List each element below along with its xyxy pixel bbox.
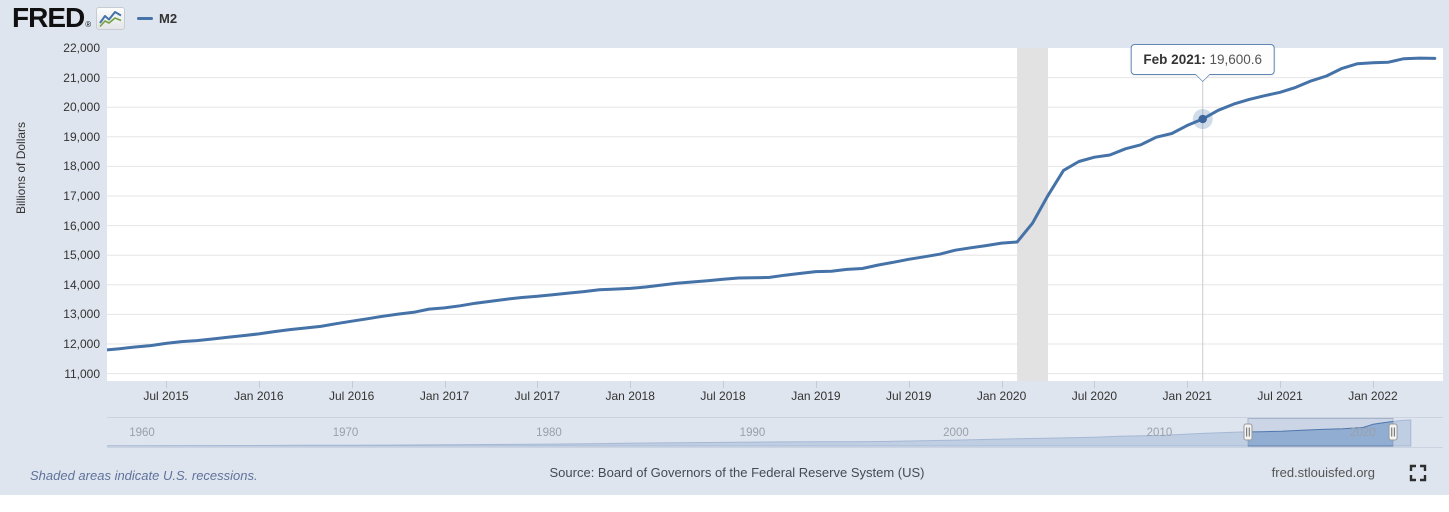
recession-band	[1017, 48, 1049, 381]
navigator-svg	[106, 418, 1443, 447]
x-axis-tick-label: Jan 2019	[791, 389, 841, 403]
x-axis-tick-mark	[444, 381, 446, 388]
range-navigator[interactable]: 1960 1970 1980 1990 2000 2010 2020	[106, 417, 1443, 448]
x-axis-tick-mark	[1280, 381, 1282, 388]
fred-logo-text: FRED	[12, 2, 85, 33]
registered-mark: ®	[85, 20, 92, 29]
x-axis-tick-label: Jul 2015	[143, 389, 189, 403]
x-axis-tick-label: Jan 2021	[1162, 389, 1212, 403]
x-axis-tick-mark	[166, 381, 167, 388]
legend-line-sample	[137, 17, 153, 20]
navigator-year-label: 1960	[129, 427, 155, 439]
y-axis-tick-label: 19,000	[63, 129, 100, 144]
y-axis-tick-label: 17,000	[63, 189, 100, 203]
x-axis-tick-mark	[815, 381, 817, 388]
y-axis-tick-label: 11,000	[64, 366, 100, 381]
navigator-handle-right[interactable]	[1388, 423, 1398, 441]
m2-series-line	[107, 56, 1437, 352]
navigator-year-label: 1970	[332, 427, 359, 439]
y-axis-tick-label: 16,000	[63, 218, 100, 233]
navigator-year-label: 1990	[739, 427, 766, 439]
legend-label: M2	[159, 11, 178, 26]
x-axis-tick-label: Jul 2019	[886, 389, 932, 403]
fred-logo[interactable]: FRED ®	[12, 2, 92, 33]
x-axis-tick-mark	[1001, 381, 1003, 388]
y-axis-tick-label: 12,000	[63, 337, 100, 351]
navigator-year-label: 1980	[536, 427, 562, 439]
x-axis-tick-mark	[630, 381, 632, 388]
x-axis-tick-label: Jul 2021	[1257, 389, 1303, 403]
y-axis-tick-label: 14,000	[63, 277, 100, 292]
source-attribution: Source: Board of Governors of the Federa…	[549, 465, 925, 480]
x-axis-tick-label: Jul 2017	[514, 389, 561, 403]
x-axis-tick-mark	[1187, 381, 1189, 388]
x-axis-tick-mark	[1094, 381, 1096, 388]
y-axis-tick-label: 22,000	[63, 41, 100, 55]
navigator-year-label: 2020	[1350, 427, 1376, 439]
x-axis-tick-mark	[908, 381, 910, 388]
navigator-mask-right	[1393, 418, 1443, 447]
y-axis-tick-label: 20,000	[63, 100, 100, 115]
y-axis-tick-label: 21,000	[63, 70, 100, 85]
hover-tooltip: Feb 2021: 19,600.6	[1130, 44, 1276, 82]
y-axis-tick-label: 18,000	[63, 159, 100, 174]
x-axis-tick-label: Jan 2016	[234, 389, 284, 403]
main-chart-svg	[107, 48, 1443, 381]
hover-point	[1198, 114, 1207, 124]
fred-site-link[interactable]: fred.stlouisfed.org	[1271, 465, 1375, 480]
recession-note: Shaded areas indicate U.S. recessions.	[30, 468, 258, 483]
y-axis-tick-label: 15,000	[63, 248, 100, 263]
fullscreen-icon[interactable]	[1408, 463, 1428, 483]
x-axis-tick-mark	[351, 381, 353, 388]
x-axis-tick-label: Jan 2018	[605, 389, 655, 403]
x-axis-tick-mark	[537, 381, 539, 388]
x-axis-tick-label: Jul 2020	[1071, 389, 1118, 403]
navigator-year-label: 2010	[1146, 427, 1173, 439]
x-axis-tick-mark	[258, 381, 260, 388]
navigator-mask-left	[107, 418, 1248, 447]
x-axis-tick-label: Jan 2020	[976, 389, 1027, 403]
navigator-handle-left[interactable]	[1243, 423, 1253, 441]
sparkline-logo-icon	[96, 7, 125, 35]
x-axis-tick-label: Jul 2018	[700, 389, 746, 403]
x-axis-tick-label: Jan 2017	[419, 389, 470, 403]
tooltip-value: 19,600.6	[1209, 52, 1263, 67]
tooltip-date: Feb 2021:	[1143, 52, 1206, 67]
x-axis-tick-mark	[723, 381, 725, 388]
navigator-year-label: 2000	[943, 427, 969, 439]
x-axis-tick-label: Jan 2022	[1348, 389, 1398, 403]
x-axis-tick-label: Jul 2016	[328, 389, 375, 403]
x-axis-tick-mark	[1372, 381, 1374, 388]
y-axis-tick-label: 13,000	[63, 307, 100, 322]
legend-item-m2[interactable]: M2	[137, 11, 177, 26]
page-background-strip	[0, 495, 1449, 512]
plot-area[interactable]	[107, 48, 1443, 381]
